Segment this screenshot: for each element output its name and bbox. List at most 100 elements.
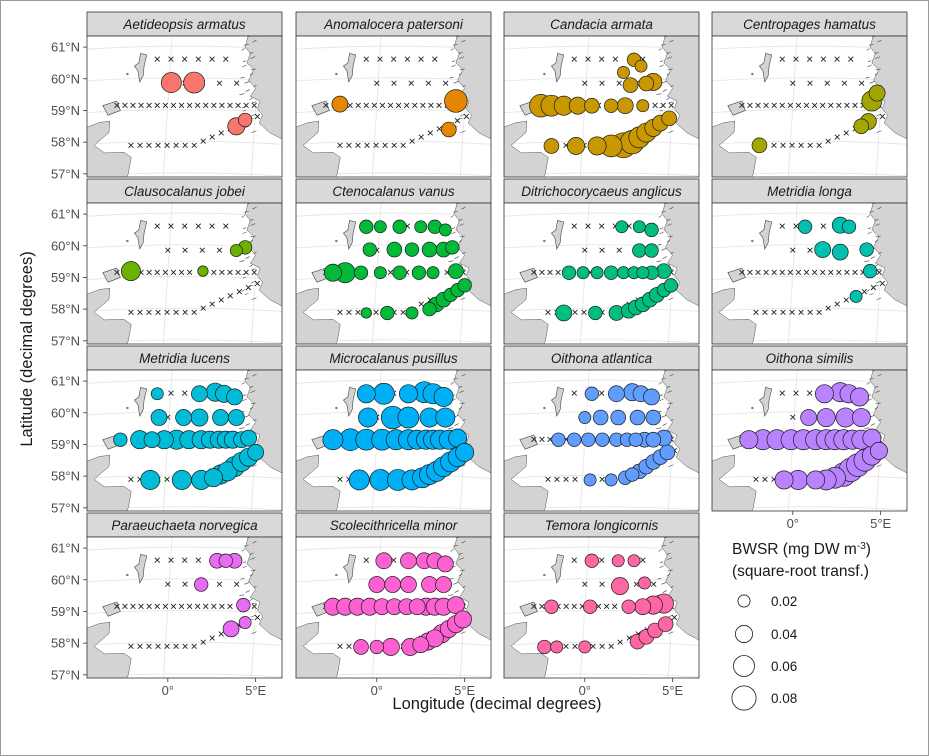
bubble-point <box>611 577 629 596</box>
bubble-point <box>632 220 646 234</box>
y-tick-label: 60°N <box>51 71 80 86</box>
bubble-point <box>739 430 759 450</box>
x-axis-title: Longitude (decimal degrees) <box>392 695 601 713</box>
absence-cross <box>216 80 223 86</box>
bubble-point <box>323 263 342 282</box>
panel-border <box>295 369 492 512</box>
absence-cross <box>803 102 810 109</box>
bubble-point <box>353 265 369 280</box>
absence-cross <box>554 476 560 483</box>
bubble-point <box>408 598 426 616</box>
absence-cross <box>403 102 410 109</box>
absence-cross <box>200 305 206 311</box>
absence-cross <box>828 102 834 109</box>
bubble-point <box>859 242 874 257</box>
bubble-point <box>397 406 420 429</box>
absence-cross <box>843 130 849 136</box>
facet-title: Paraeuchaeta norvegica <box>111 518 258 533</box>
absence-cross <box>218 631 224 637</box>
bubble-point <box>348 469 370 491</box>
bubble-point <box>218 553 233 568</box>
bubble-point <box>555 304 573 322</box>
absence-cross <box>391 80 397 86</box>
absence-markers <box>739 223 886 316</box>
facet-strip <box>503 11 700 37</box>
absence-cross <box>572 309 578 316</box>
facet-title: Metridia longa <box>767 184 852 199</box>
absence-cross <box>235 102 241 109</box>
absence-cross <box>779 390 785 396</box>
bubble-point <box>581 432 596 447</box>
absence-cross <box>436 102 442 109</box>
bubble-point <box>814 241 832 258</box>
absence-cross <box>844 102 850 109</box>
bubble-point <box>611 554 625 568</box>
bubble-point <box>236 597 251 613</box>
absence-cross <box>211 603 217 610</box>
absence-cross <box>816 142 822 149</box>
land-scotland <box>296 454 341 511</box>
absence-cross <box>178 269 185 276</box>
bubble-point <box>550 640 564 654</box>
bubble-point <box>386 241 403 258</box>
absence-cross <box>374 80 380 86</box>
absence-cross <box>243 269 249 276</box>
bubble-point <box>369 639 384 655</box>
bubble-point <box>373 220 387 234</box>
bubble-point <box>814 384 834 404</box>
absence-cross <box>251 269 257 276</box>
absence-cross <box>571 603 577 610</box>
land-norway <box>453 370 491 474</box>
facet-panel: Metridia lucens <box>86 345 283 512</box>
absence-cross <box>590 643 596 650</box>
facet-panel: Scolecithricella minor <box>295 512 492 679</box>
facet-panel: Anomalocera patersoni <box>295 11 492 178</box>
absence-cross <box>409 138 415 144</box>
absence-cross <box>739 269 745 276</box>
y-tick-label: 60°N <box>51 572 80 587</box>
absence-cross <box>807 80 813 86</box>
panel-border <box>295 35 492 178</box>
y-tick-label: 59°N <box>51 437 80 452</box>
absence-cross <box>164 643 170 650</box>
absence-cross <box>178 102 185 109</box>
absence-cross <box>779 102 785 109</box>
land-norway <box>661 370 699 474</box>
bubble-point <box>629 409 646 426</box>
bubble-point <box>634 598 652 616</box>
bubble-point <box>373 266 387 280</box>
absence-cross <box>195 557 202 563</box>
facet-strip <box>86 512 283 538</box>
bubble-point <box>862 263 878 279</box>
bubble-point <box>392 219 407 234</box>
absence-cross <box>181 557 188 563</box>
land-scotland <box>87 287 132 344</box>
panel-border <box>503 202 700 345</box>
bubble-point <box>584 386 599 401</box>
absence-cross <box>191 643 197 650</box>
bubble-point <box>561 265 577 280</box>
panel-border <box>711 202 908 345</box>
bubble-point <box>435 407 456 428</box>
absence-cross <box>146 142 152 149</box>
absence-cross <box>390 56 397 62</box>
bubble-point <box>632 243 647 258</box>
absence-cross <box>779 223 785 229</box>
facet-panel: Metridia longa <box>711 178 908 345</box>
bubble-point <box>372 382 395 405</box>
bubble-point <box>229 244 243 257</box>
bubble-point <box>661 110 677 127</box>
absence-cross <box>211 102 217 109</box>
x-tick-label: 5°E <box>454 683 475 698</box>
absence-cross <box>442 80 449 86</box>
absence-cross <box>819 269 826 276</box>
absence-cross <box>391 142 397 149</box>
facet-strip <box>711 11 908 37</box>
absence-cross <box>771 102 777 109</box>
land-scotland <box>504 120 549 177</box>
absence-cross <box>848 56 854 62</box>
bubble-point <box>582 599 598 614</box>
y-tick-label: 59°N <box>51 604 80 619</box>
absence-cross <box>816 309 822 316</box>
absence-cross <box>545 309 551 316</box>
